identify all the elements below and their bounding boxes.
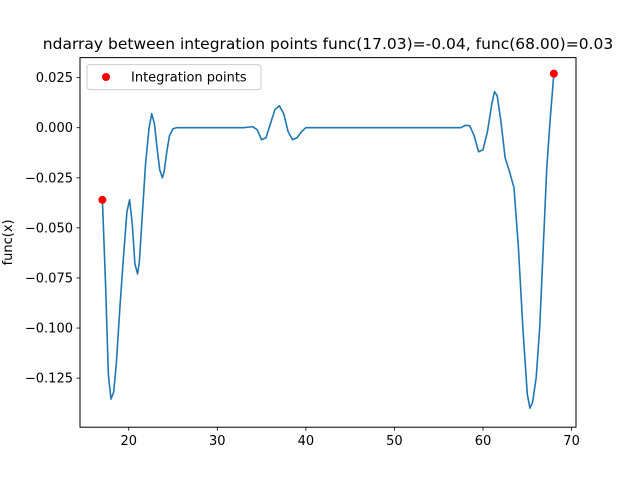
x-tick-label: 70 <box>563 434 580 449</box>
y-tick-label: −0.050 <box>25 221 73 236</box>
x-tick-label: 50 <box>386 434 403 449</box>
integration-point-2 <box>549 69 558 78</box>
y-tick-label: −0.025 <box>25 171 73 186</box>
integration-point-1 <box>98 195 107 204</box>
x-tick-label: 60 <box>475 434 492 449</box>
legend-marker-integration-points <box>102 73 110 81</box>
y-axis-label: func(x) <box>1 219 16 265</box>
x-tick-label: 30 <box>209 434 226 449</box>
legend-label-integration-points: Integration points <box>131 71 247 86</box>
x-tick-label: 20 <box>120 434 137 449</box>
series-line-func <box>101 73 555 409</box>
legend: Integration points <box>86 64 262 91</box>
y-tick-label: −0.125 <box>25 372 73 387</box>
y-tick-label: −0.075 <box>25 271 73 286</box>
x-tick-label: 40 <box>298 434 315 449</box>
y-tick-label: 0.025 <box>36 71 73 86</box>
chart-title: ndarray between integration points func(… <box>43 35 613 53</box>
axis-ticks: 20 30 40 50 60 70 −0.125 −0.100 −0.075 −0.050 −0.0… <box>25 71 580 449</box>
y-tick-label: −0.100 <box>25 322 73 337</box>
y-tick-label: 0.000 <box>36 121 73 136</box>
legend-box <box>86 64 262 91</box>
plot-area <box>98 69 558 409</box>
axes-frame <box>79 57 577 428</box>
